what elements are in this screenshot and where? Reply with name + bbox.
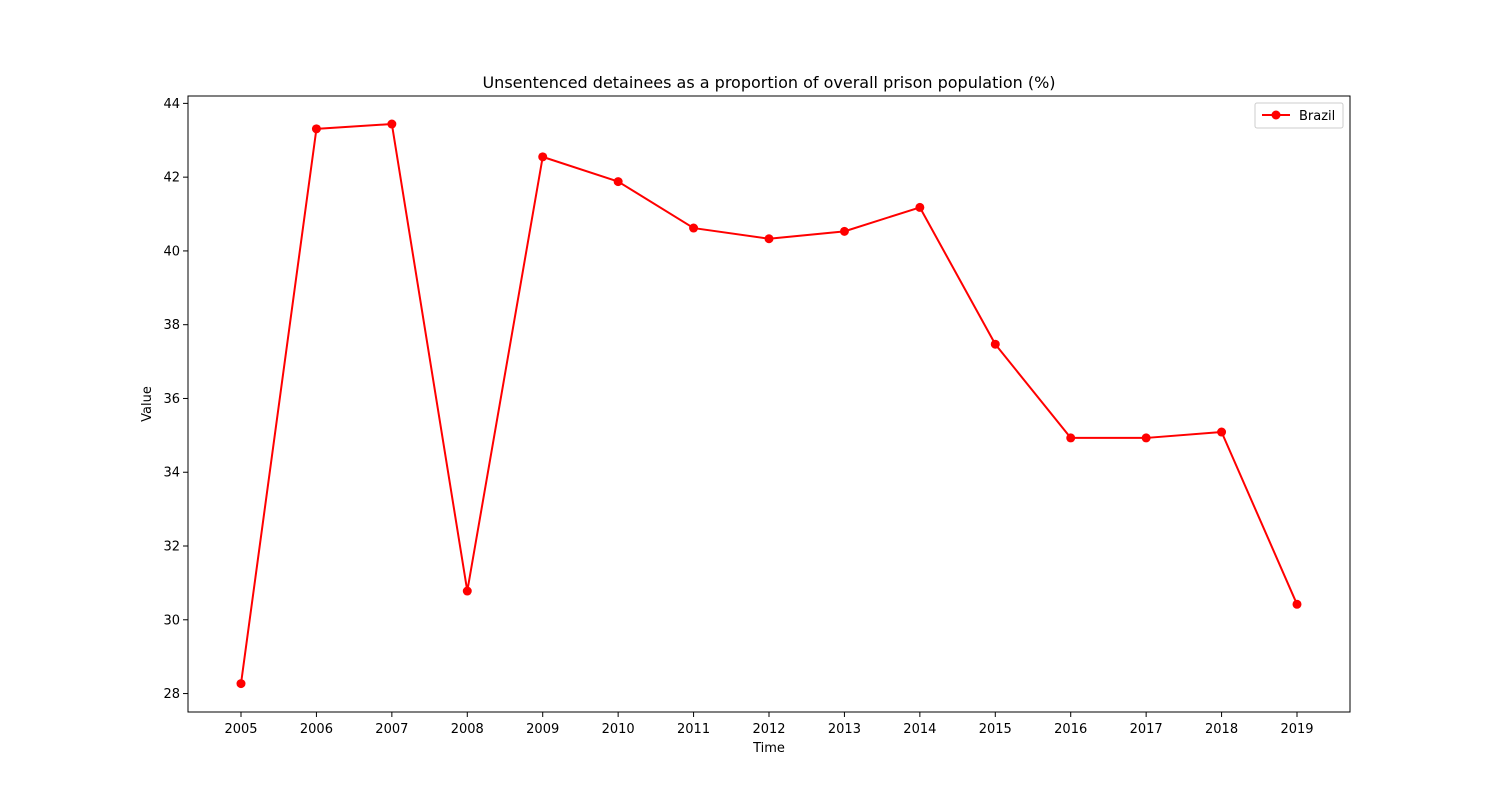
data-point — [1292, 599, 1302, 609]
data-point — [538, 152, 548, 162]
x-axis-label: Time — [752, 741, 785, 756]
data-point — [236, 679, 246, 689]
data-point — [1066, 433, 1076, 443]
data-point — [1141, 433, 1151, 443]
y-tick-label: 36 — [163, 392, 180, 407]
data-point — [613, 177, 623, 187]
x-tick-label: 2011 — [677, 722, 710, 737]
x-tick-label: 2005 — [224, 722, 257, 737]
data-point — [689, 223, 699, 233]
data-point — [462, 586, 472, 596]
plot-frame — [187, 95, 1351, 713]
x-axis: 2005 2006 2007 2008 2009 2010 2011 2012 2013 2014… — [224, 712, 1314, 737]
x-tick-label: 2014 — [903, 722, 936, 737]
x-tick-label: 2007 — [375, 722, 408, 737]
data-point — [915, 202, 925, 212]
data-point — [839, 226, 849, 236]
y-tick-label: 42 — [163, 171, 180, 186]
y-tick-label: 34 — [163, 466, 180, 481]
data-point — [990, 339, 1000, 349]
y-tick-label: 28 — [163, 687, 180, 702]
legend-marker-brazil — [1271, 110, 1281, 120]
x-tick-label: 2019 — [1280, 722, 1313, 737]
x-tick-label: 2013 — [828, 722, 861, 737]
x-tick-label: 2012 — [752, 722, 785, 737]
y-axis: 28 30 32 34 36 38 40 42 44 — [163, 97, 188, 702]
y-tick-label: 32 — [163, 540, 180, 555]
y-tick-label: 30 — [163, 613, 180, 628]
x-tick-label: 2017 — [1130, 722, 1163, 737]
x-tick-label: 2008 — [451, 722, 484, 737]
legend-box — [1254, 102, 1344, 129]
legend-label-brazil: Brazil — [1299, 109, 1335, 124]
data-point — [1217, 427, 1227, 437]
series-layer — [236, 119, 1302, 689]
plot-background — [188, 96, 1350, 712]
y-tick-label: 44 — [163, 97, 180, 112]
x-tick-label: 2015 — [979, 722, 1012, 737]
data-point — [387, 119, 397, 129]
legend: Brazil — [1254, 102, 1344, 129]
x-tick-label: 2016 — [1054, 722, 1087, 737]
y-axis-label: Value — [140, 386, 155, 422]
data-point — [764, 234, 774, 244]
y-tick-label: 40 — [163, 244, 180, 259]
x-tick-label: 2009 — [526, 722, 559, 737]
x-tick-label: 2018 — [1205, 722, 1238, 737]
chart-title: Unsentenced detainees as a proportion of… — [482, 73, 1055, 92]
data-point — [311, 124, 321, 134]
x-tick-label: 2006 — [300, 722, 333, 737]
x-tick-label: 2010 — [602, 722, 635, 737]
y-tick-label: 38 — [163, 318, 180, 333]
